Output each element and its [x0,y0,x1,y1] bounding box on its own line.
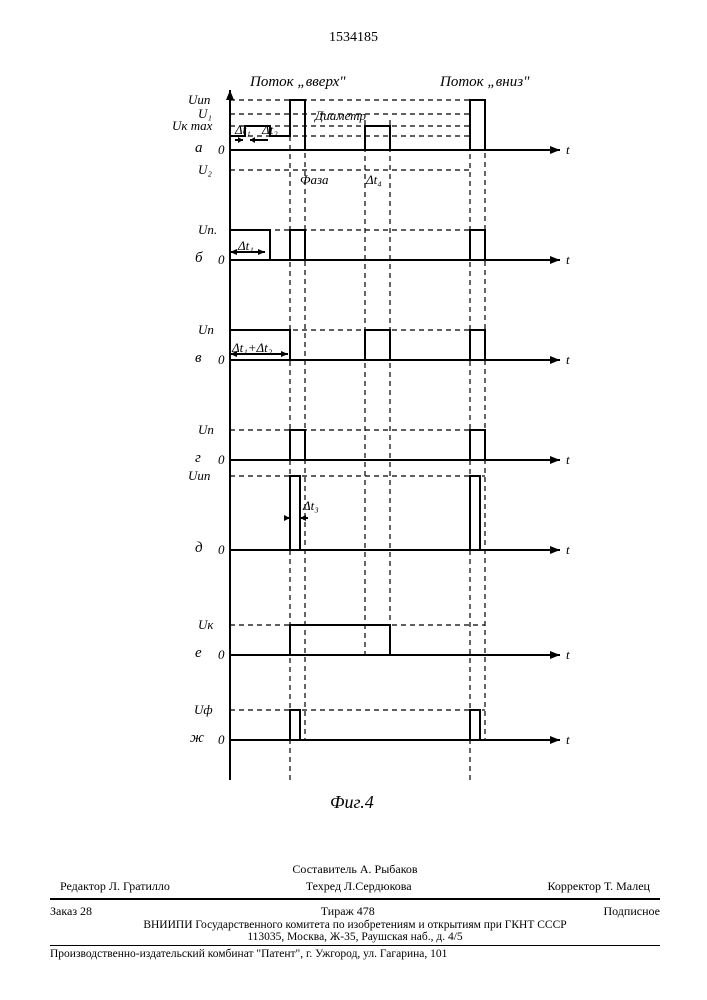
addr2: Производственно-издательский комбинат "П… [50,948,660,960]
svg-text:t: t [566,452,570,467]
editor: Редактор Л. Гратилло [60,879,170,894]
svg-text:д: д [195,540,203,556]
svg-text:t: t [566,142,570,157]
svg-text:t: t [566,647,570,662]
svg-text:Δt₁: Δt₁ [234,122,251,137]
tech-editor: Техред Л.Сердюкова [306,879,412,894]
svg-text:Uип: Uип [188,468,210,483]
svg-text:Δt₄: Δt₄ [365,172,382,187]
svg-text:Δt₁: Δt₁ [237,238,254,253]
footer-block: Составитель А. Рыбаков Редактор Л. Грати… [50,862,660,960]
svg-text:Uп: Uп [198,322,214,337]
figure-caption: Фиг.4 [330,792,374,813]
svg-text:t: t [566,732,570,747]
svg-text:Δt₁+Δt₂: Δt₁+Δt₂ [231,340,273,355]
svg-text:Uк: Uк [198,617,214,632]
svg-text:Uп.: Uп. [198,222,217,237]
svg-text:Δt₃: Δt₃ [302,498,319,513]
svg-text:0: 0 [218,732,225,747]
timing-diagram: Поток „вверх" Поток „вниз" Uип U₁ Uк max [140,80,580,800]
diagram-svg: Uип U₁ Uк max а 0 U₂ Диаметр Фаза Δt₁ Δt… [140,80,580,800]
svg-text:в: в [195,350,202,366]
svg-text:0: 0 [218,352,225,367]
svg-text:б: б [195,250,203,266]
tirazh: Тираж 478 [321,904,375,919]
subscription: Подписное [603,904,660,919]
svg-text:Uип: Uип [188,92,210,107]
corrector: Корректор Т. Малец [548,879,650,894]
svg-text:U₂: U₂ [198,162,212,177]
svg-text:е: е [195,645,202,661]
svg-text:а: а [195,140,203,156]
page-number: 1534185 [329,30,378,46]
svg-text:0: 0 [218,142,225,157]
compiler-line: Составитель А. Рыбаков [50,862,660,877]
order-no: Заказ 28 [50,904,92,919]
svg-text:0: 0 [218,252,225,267]
svg-text:Диаметр: Диаметр [313,108,367,123]
svg-text:г: г [195,450,201,466]
addr1: 113035, Москва, Ж-35, Раушская наб., д. … [50,931,660,943]
svg-text:t: t [566,252,570,267]
svg-text:Δt₂: Δt₂ [261,122,278,137]
org-line: ВНИИПИ Государственного комитета по изоб… [50,919,660,931]
svg-text:t: t [566,542,570,557]
svg-text:0: 0 [218,647,225,662]
svg-text:0: 0 [218,452,225,467]
svg-text:Uф: Uф [194,702,213,717]
svg-text:Фаза: Фаза [300,172,329,187]
svg-text:t: t [566,352,570,367]
svg-text:ж: ж [190,730,204,746]
label-potok-vverkh: Поток „вверх" [250,74,346,91]
svg-text:Uк max: Uк max [172,118,213,133]
svg-text:Uп: Uп [198,422,214,437]
label-potok-vniz: Поток „вниз" [440,74,529,91]
svg-text:0: 0 [218,542,225,557]
